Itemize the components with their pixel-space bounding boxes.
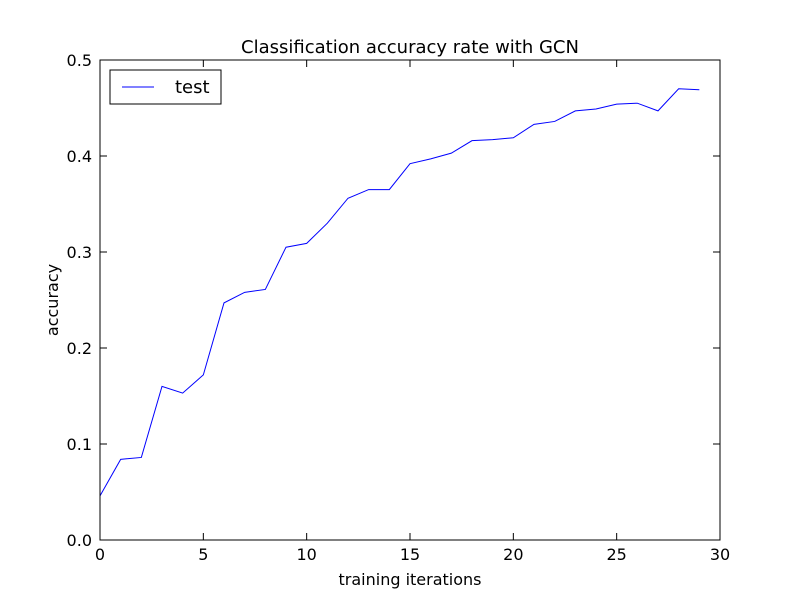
x-tick-label: 20 xyxy=(503,545,523,564)
legend: test xyxy=(109,69,222,105)
y-tick-label: 0.5 xyxy=(67,51,92,70)
y-tick-label: 0.1 xyxy=(67,435,92,454)
y-tick-label: 0.4 xyxy=(67,147,92,166)
series-line-test xyxy=(99,88,700,497)
legend-label-test: test xyxy=(175,77,210,98)
y-axis-label: accuracy xyxy=(43,264,62,336)
plot-area xyxy=(100,60,720,540)
x-tick-label: 5 xyxy=(198,545,208,564)
y-tick-label: 0.2 xyxy=(67,339,92,358)
x-axis-label: training iterations xyxy=(339,570,482,589)
y-tick-label: 0.0 xyxy=(67,531,92,550)
x-tick-label: 0 xyxy=(95,545,105,564)
x-tick-label: 15 xyxy=(400,545,420,564)
x-tick-label: 10 xyxy=(296,545,316,564)
chart-title: Classification accuracy rate with GCN xyxy=(241,37,579,58)
y-tick-label: 0.3 xyxy=(67,243,92,262)
x-tick-label: 25 xyxy=(606,545,626,564)
plot-frame xyxy=(99,59,721,541)
x-tick-label: 30 xyxy=(710,545,730,564)
